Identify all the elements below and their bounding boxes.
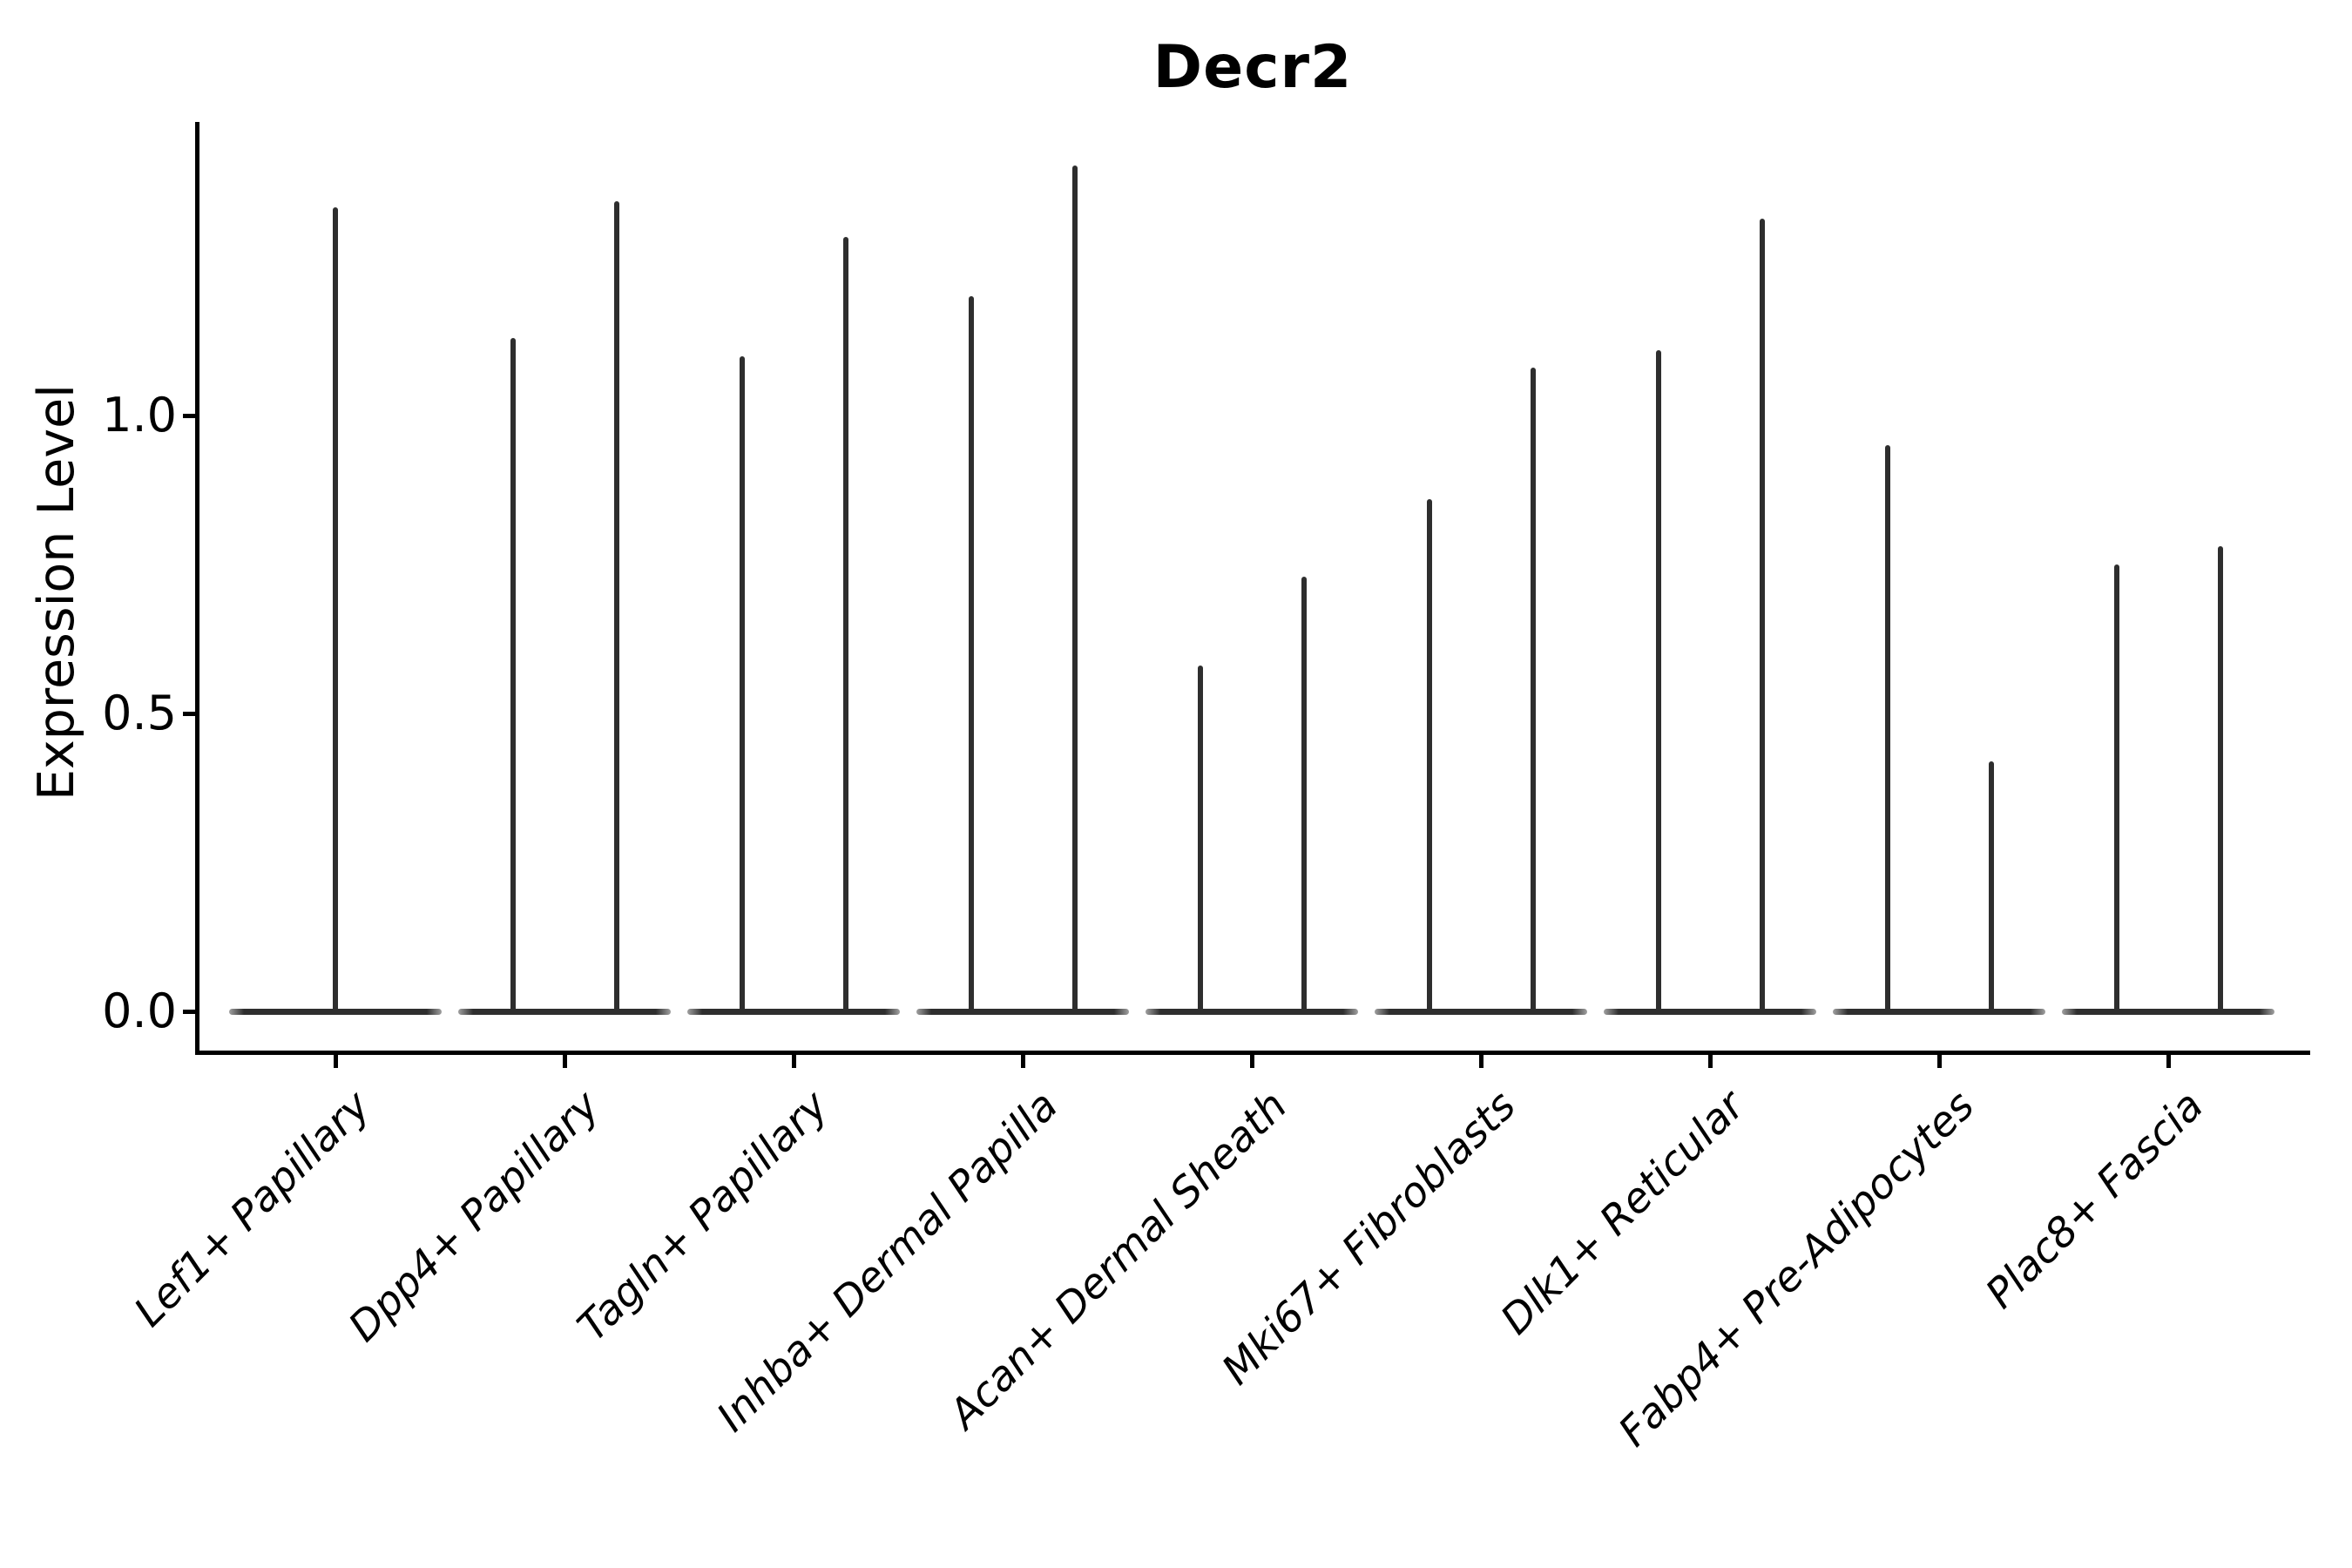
violin-spike: [1988, 760, 1994, 1014]
plot-title: Decr2: [1152, 33, 1353, 102]
violin-spike: [739, 355, 745, 1014]
violin-spike: [1655, 349, 1661, 1014]
violin-spike: [333, 206, 338, 1014]
y-tick-mark: [183, 1009, 196, 1014]
x-axis-spine: [195, 1051, 2310, 1055]
violin-spike: [1426, 498, 1432, 1014]
violin-spike: [2113, 564, 2119, 1014]
x-tick-mark: [333, 1055, 338, 1068]
x-tick-mark: [2166, 1055, 2171, 1068]
x-tick-label: Plac8+ Fascia: [1976, 1081, 2213, 1318]
violin-base: [458, 1008, 671, 1015]
x-tick-label: Lef1+ Papillary: [125, 1081, 380, 1336]
violin-base: [1146, 1008, 1358, 1015]
x-tick-mark: [791, 1055, 796, 1068]
violin-spike: [1759, 219, 1765, 1014]
violin-spike: [1071, 165, 1078, 1014]
x-tick-label: Dlk1+ Reticular: [1491, 1081, 1754, 1344]
violin-base: [2062, 1008, 2274, 1015]
violin-spike: [510, 338, 516, 1014]
violin-base: [1604, 1008, 1816, 1015]
x-tick-mark: [1020, 1055, 1025, 1068]
x-tick-mark: [1478, 1055, 1484, 1068]
violin-base: [687, 1008, 900, 1015]
violin-spike: [1197, 666, 1203, 1014]
violin-spike: [613, 200, 619, 1014]
y-tick-label: 1.0: [102, 388, 177, 443]
violin-spike: [842, 236, 848, 1014]
violin-spike: [968, 296, 974, 1014]
violin-spike: [1301, 576, 1307, 1014]
y-axis-spine: [195, 122, 199, 1055]
x-tick-label: Dpp4+ Papillary: [339, 1081, 609, 1352]
x-tick-mark: [562, 1055, 567, 1068]
violin-base: [916, 1008, 1129, 1015]
x-tick-label: Tagln+ Papillary: [568, 1081, 838, 1351]
x-tick-mark: [1707, 1055, 1713, 1068]
y-tick-label: 0.5: [102, 686, 177, 740]
y-tick-label: 0.0: [102, 983, 177, 1038]
violin-spike: [2217, 546, 2223, 1014]
y-axis-label: Expression Level: [28, 384, 85, 801]
y-tick-mark: [183, 711, 196, 716]
violin-base: [1833, 1008, 2045, 1015]
violin-spike: [1884, 445, 1890, 1014]
violin-spike: [1530, 368, 1536, 1014]
y-tick-mark: [183, 413, 196, 418]
x-tick-mark: [1249, 1055, 1254, 1068]
violin-base: [1375, 1008, 1587, 1015]
x-tick-mark: [1936, 1055, 1942, 1068]
